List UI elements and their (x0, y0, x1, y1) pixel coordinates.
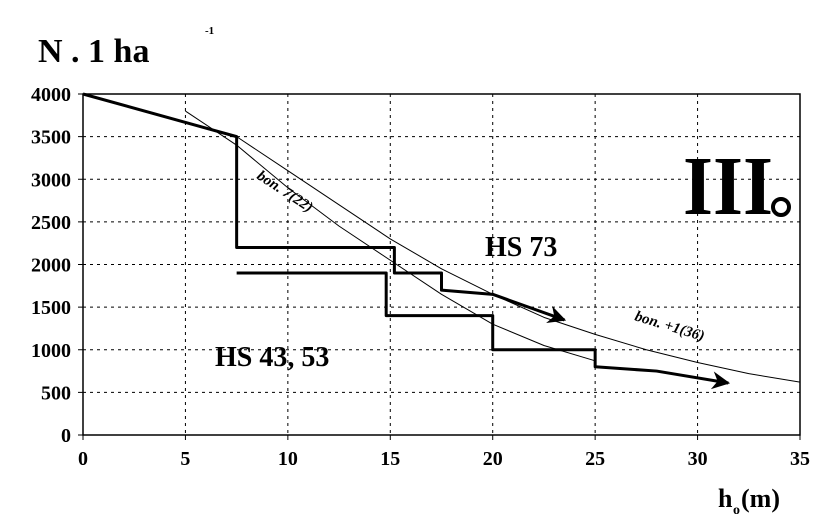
x-tick-label: 0 (78, 448, 88, 470)
series-label: HS 43, 53 (215, 342, 329, 373)
series-line (185, 110, 596, 362)
y-tick-label: 1500 (31, 297, 71, 319)
x-tick-label: 30 (688, 448, 708, 470)
y-tick-label: 3500 (31, 127, 71, 149)
series-line (236, 136, 801, 383)
x-tick-label: 25 (585, 448, 605, 470)
plot-frame (82, 93, 801, 436)
series-line (82, 92, 567, 323)
y-tick-label: 2500 (31, 212, 71, 234)
x-tick-label: 5 (180, 448, 190, 470)
y-axis-label-exponent: -1 (205, 25, 214, 37)
x-tick-label: 35 (790, 448, 810, 470)
series-line (236, 271, 731, 390)
y-tick-label: 1000 (31, 340, 71, 362)
x-axis-label-subscript: o (733, 503, 740, 518)
x-axis-label-unit: (m) (741, 484, 780, 513)
annotation: III (683, 140, 773, 233)
x-tick-label: 20 (483, 448, 503, 470)
series-label: bon. +1(36) (633, 309, 706, 345)
series-label: HS 73 (485, 232, 557, 263)
y-tick-label: 2000 (31, 255, 71, 277)
y-tick-label: 4000 (31, 84, 71, 106)
x-tick-label: 10 (278, 448, 298, 470)
y-axis-label: N . 1 ha (38, 33, 149, 70)
y-tick-label: 3000 (31, 169, 71, 191)
series-label: bon. 7(22) (254, 168, 316, 216)
x-tick-label: 15 (380, 448, 400, 470)
y-tick-label: 0 (61, 425, 71, 447)
annotation-circle (771, 197, 791, 217)
y-tick-label: 500 (41, 382, 71, 404)
x-axis-label: h (718, 484, 733, 513)
